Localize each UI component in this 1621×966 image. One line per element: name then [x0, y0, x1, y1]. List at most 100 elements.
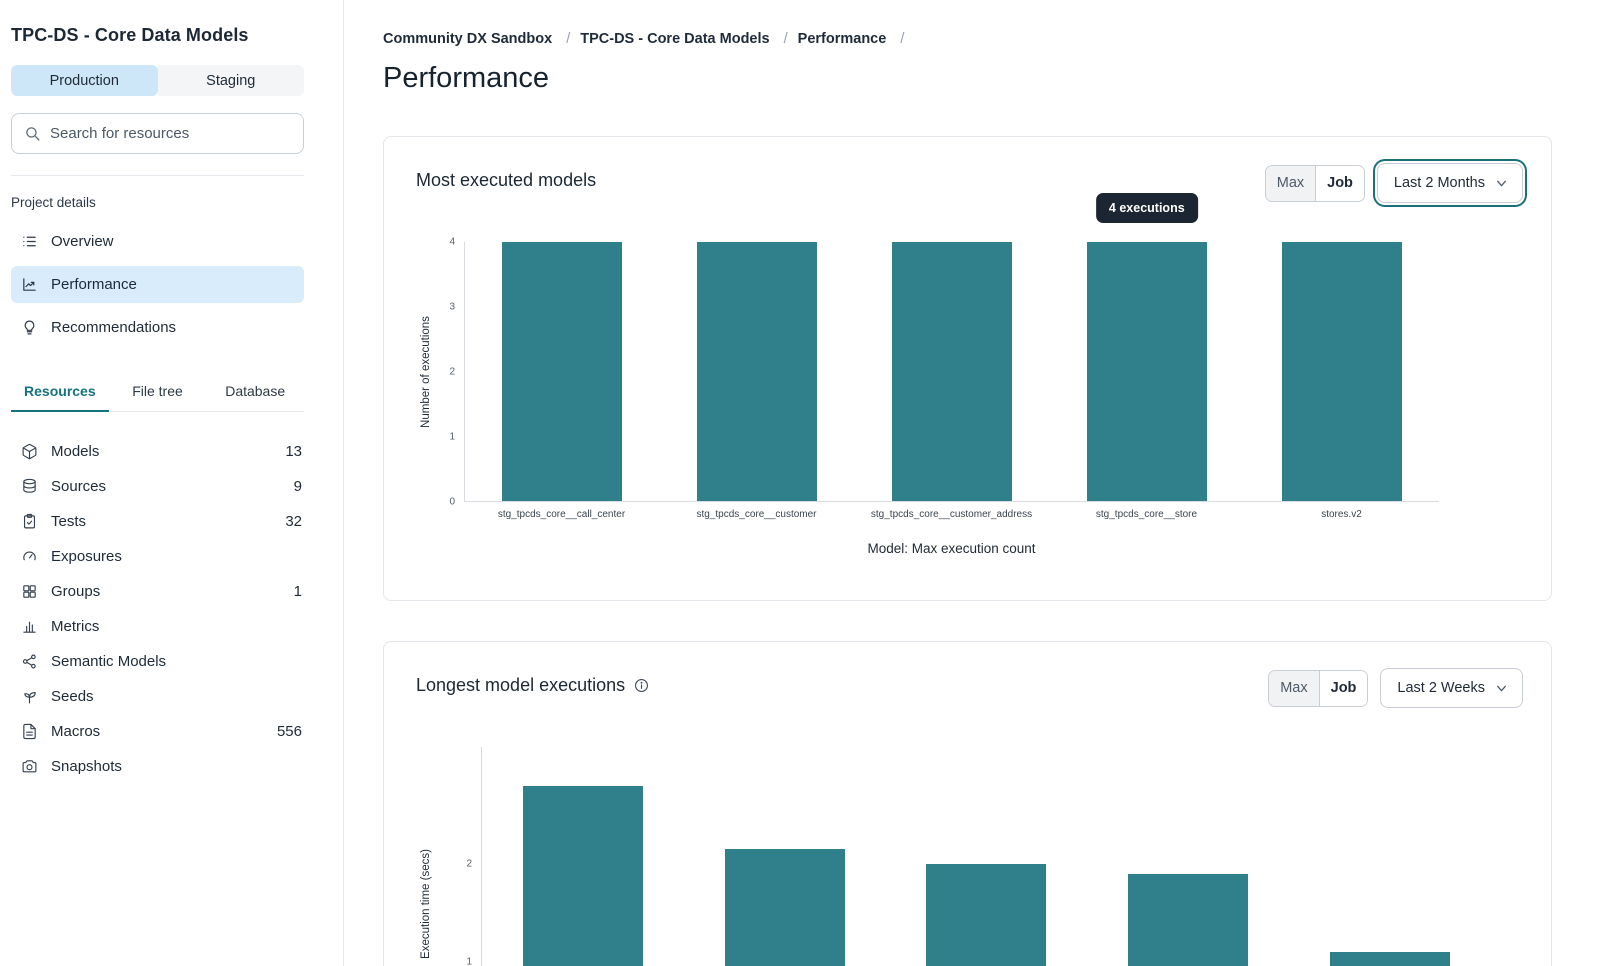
y-tick-label: 2: [449, 366, 455, 378]
resource-tab[interactable]: Database: [206, 375, 304, 412]
resource-list-item[interactable]: Snapshots: [11, 749, 304, 784]
y-tick-label: 3: [449, 301, 455, 313]
bar-slot: [684, 747, 886, 966]
sidebar-nav-item[interactable]: Recommendations: [11, 309, 304, 346]
list-icon: [21, 233, 38, 250]
gauge-icon: [21, 548, 38, 565]
bar-stg_tpcds_core__customer_address[interactable]: [891, 242, 1012, 501]
x-tick-label: stg_tpcds_core__customer_address: [870, 509, 1033, 520]
resource-list-item[interactable]: Macros 556: [11, 714, 304, 749]
x-tick-label: stg_tpcds_core__customer: [696, 509, 817, 520]
environment-tab[interactable]: Staging: [157, 65, 304, 96]
project-details-heading: Project details: [11, 195, 96, 210]
bar-series-3[interactable]: [1128, 873, 1249, 966]
bar-slot: [1244, 242, 1439, 501]
bar-stg_tpcds_core__store[interactable]: [1086, 242, 1207, 501]
breadcrumb-label: Community DX Sandbox: [383, 31, 553, 47]
resource-label: Sources: [51, 478, 107, 495]
resource-list-item[interactable]: Sources 9: [11, 469, 304, 504]
bar-series-4[interactable]: [1330, 951, 1451, 966]
resource-tab[interactable]: Resources: [11, 375, 109, 412]
time-range-value: Last 2 Weeks: [1397, 680, 1485, 696]
share-network-icon: [21, 653, 38, 670]
resource-label: Semantic Models: [51, 653, 167, 670]
resource-list-item[interactable]: Semantic Models: [11, 644, 304, 679]
x-tick-label: stg_tpcds_core__store: [1095, 509, 1198, 520]
line-chart-icon: [21, 276, 38, 293]
bar-slot: [1087, 747, 1289, 966]
lightbulb-icon: [21, 319, 38, 336]
search-input[interactable]: [50, 125, 291, 142]
bar-chart-icon: [21, 618, 38, 635]
chart-controls: Max Job Last 2 Weeks: [1268, 668, 1523, 708]
y-axis-label: Number of executions: [420, 316, 432, 428]
resource-search[interactable]: [11, 113, 304, 154]
bars-container: [482, 747, 1491, 966]
breadcrumb-item: Performance: [798, 31, 915, 47]
resource-tab-label: File tree: [132, 383, 183, 399]
resource-list-item[interactable]: Seeds: [11, 679, 304, 714]
max-job-toggle: Max Job: [1268, 669, 1369, 707]
job-toggle-button[interactable]: Job: [1319, 670, 1368, 706]
resource-list-item[interactable]: Exposures: [11, 539, 304, 574]
x-axis-caption: Model: Max execution count: [867, 541, 1036, 556]
breadcrumb-item[interactable]: TPC-DS - Core Data Models: [580, 31, 797, 47]
bar-stores.v2[interactable]: [1281, 242, 1402, 501]
cube-icon: [21, 443, 38, 460]
y-tick-label: 1: [449, 431, 455, 443]
resource-label: Seeds: [51, 688, 94, 705]
resource-label: Macros: [51, 723, 101, 740]
environment-toggle: Production Staging: [11, 65, 304, 96]
y-tick-label: 4: [449, 236, 455, 248]
resource-list-item[interactable]: Metrics: [11, 609, 304, 644]
project-nav: Overview Performance Recommendations: [11, 223, 304, 346]
max-toggle-button[interactable]: Max: [1265, 165, 1317, 201]
bar-stg_tpcds_core__call_center[interactable]: [502, 242, 623, 501]
breadcrumb-item[interactable]: Community DX Sandbox: [383, 31, 580, 47]
resource-tab-label: Resources: [24, 383, 96, 399]
breadcrumb: Community DX Sandbox TPC-DS - Core Data …: [383, 31, 1552, 47]
camera-icon: [21, 758, 38, 775]
bar-stg_tpcds_core__customer[interactable]: [697, 242, 818, 501]
time-range-dropdown[interactable]: Last 2 Weeks: [1380, 668, 1523, 708]
file-text-icon: [21, 723, 38, 740]
chevron-down-icon: [1497, 685, 1506, 691]
resource-label: Exposures: [51, 548, 122, 565]
sidebar-nav-label: Performance: [51, 276, 137, 293]
resource-list-item[interactable]: Models 13: [11, 434, 304, 469]
max-job-toggle: Max Job: [1264, 164, 1365, 202]
resource-tab[interactable]: File tree: [109, 375, 207, 412]
resource-label: Groups: [51, 583, 101, 600]
seedling-icon: [21, 688, 38, 705]
bar-series-1[interactable]: [724, 849, 845, 966]
bar-slot: [465, 242, 660, 501]
bars-container: 4 executions: [465, 193, 1439, 501]
resource-label: Metrics: [51, 618, 100, 635]
sidebar-nav-label: Overview: [51, 233, 114, 250]
database-icon: [21, 478, 38, 495]
bar-slot: [482, 747, 684, 966]
sidebar-nav-item[interactable]: Performance: [11, 266, 304, 303]
resource-tab-label: Database: [225, 383, 286, 399]
clipboard-check-icon: [21, 513, 38, 530]
sidebar: TPC-DS - Core Data Models Production Sta…: [0, 0, 344, 966]
job-toggle-button[interactable]: Job: [1316, 165, 1364, 201]
x-tick-label: stg_tpcds_core__call_center: [497, 509, 626, 520]
resource-count: 13: [285, 443, 302, 460]
y-axis-label: Execution time (secs): [420, 848, 432, 959]
bar-slot: [660, 242, 855, 501]
page-title: Performance: [383, 62, 550, 94]
plot-area: 4 executions: [464, 193, 1439, 502]
max-toggle-button[interactable]: Max: [1269, 670, 1320, 706]
sidebar-divider: [11, 175, 304, 176]
longest-model-executions-card: Longest model executions Max Job Last 2 …: [383, 641, 1552, 966]
bar-series-2[interactable]: [926, 864, 1047, 966]
bar-series-0[interactable]: [522, 786, 643, 966]
time-range-dropdown[interactable]: Last 2 Months: [1376, 163, 1523, 203]
info-icon[interactable]: [634, 678, 649, 693]
resource-list-item[interactable]: Groups 1: [11, 574, 304, 609]
environment-tab[interactable]: Production: [11, 65, 158, 96]
resource-list-item[interactable]: Tests 32: [11, 504, 304, 539]
sidebar-nav-item[interactable]: Overview: [11, 223, 304, 260]
